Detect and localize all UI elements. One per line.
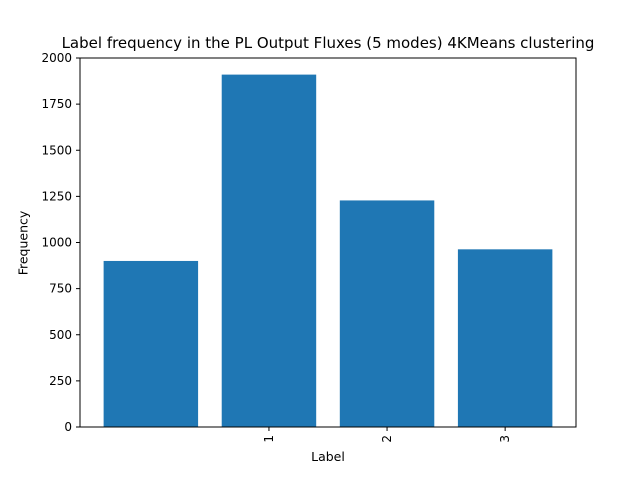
bar-2 [339,200,435,427]
x-tick-label: 1 [262,435,276,443]
y-tick-label: 250 [49,374,72,388]
y-tick-label: 1000 [41,236,72,250]
bars-group [103,74,553,427]
bar-0 [103,260,199,427]
bar-3 [457,249,553,427]
y-tick-label: 500 [49,328,72,342]
y-axis-label: Frequency [15,210,31,276]
x-axis-ticks: 1 2 3 [262,427,512,443]
y-axis-ticks: 0 250 500 750 1000 1250 1500 1750 2000 [41,51,80,434]
x-tick-label: 2 [380,435,394,443]
x-tick-label: 3 [498,435,512,443]
bar-1 [221,74,317,427]
y-tick-label: 1500 [41,143,72,157]
y-tick-label: 1250 [41,189,72,203]
y-tick-label: 750 [49,282,72,296]
x-axis-label: Label [311,449,345,464]
y-tick-label: 2000 [41,51,72,65]
chart-title: Label frequency in the PL Output Fluxes … [61,34,595,52]
y-tick-label: 1750 [41,97,72,111]
y-tick-label: 0 [64,420,72,434]
